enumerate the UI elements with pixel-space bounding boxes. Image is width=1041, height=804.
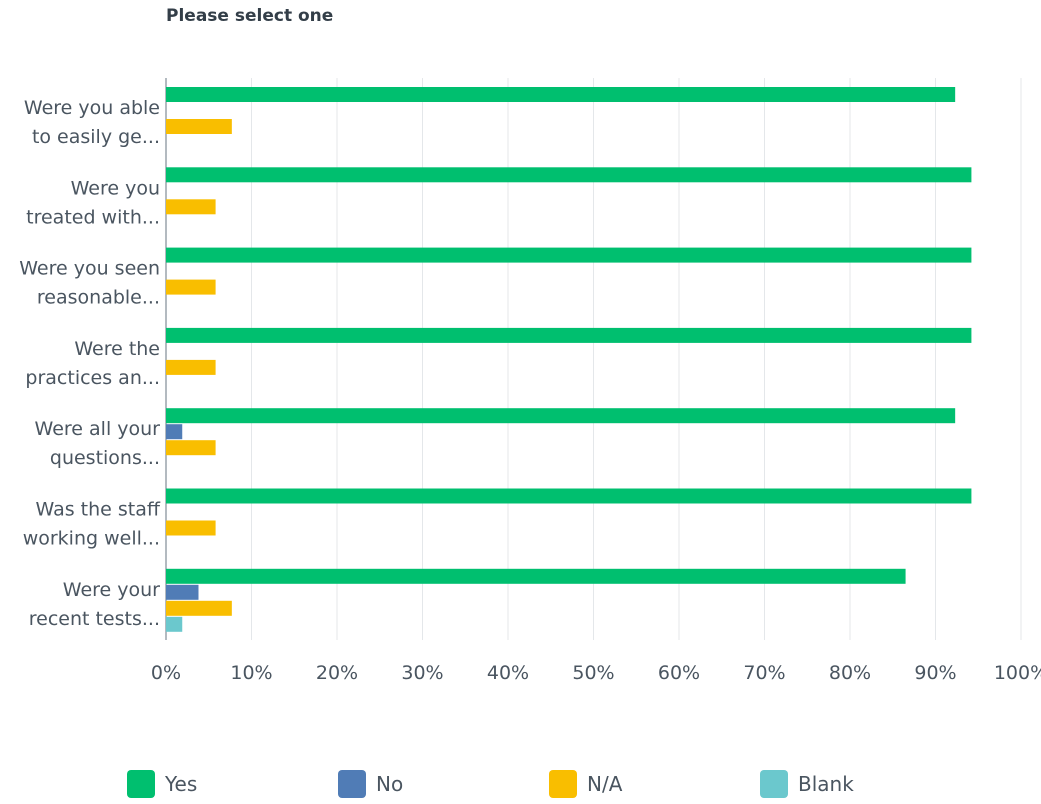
bar-n-a: [166, 440, 216, 456]
bar-yes: [166, 408, 956, 424]
x-tick-label: 60%: [658, 662, 700, 684]
category-label: Were you seen: [19, 258, 160, 280]
bar-yes: [166, 247, 972, 263]
bar-n-a: [166, 600, 232, 616]
bar-no: [166, 584, 199, 600]
legend-label: No: [376, 772, 404, 796]
legend-label: Blank: [798, 772, 854, 796]
legend-label: N/A: [587, 772, 623, 796]
legend-item-no: No: [338, 770, 403, 798]
gridlines: [165, 78, 1022, 640]
bar-n-a: [166, 279, 216, 295]
category-label: reasonable...: [37, 287, 160, 309]
x-axis-ticks: 0% 10% 20% 30% 40% 50% 60% 70% 80% 90% 100%: [151, 662, 1041, 684]
bar-yes: [166, 488, 972, 504]
x-tick-label: 10%: [230, 662, 272, 684]
bar-yes: [166, 568, 906, 584]
legend-swatch: [338, 770, 366, 798]
category-label: recent tests...: [29, 608, 160, 630]
legend-label: Yes: [165, 772, 198, 796]
category-label: Were you able: [24, 97, 160, 119]
legend-swatch: [760, 770, 788, 798]
x-tick-label: 20%: [316, 662, 358, 684]
bar-chart: Were you able to easily ge... Were you trea…: [19, 78, 1041, 684]
bar-yes: [166, 327, 972, 343]
x-tick-label: 30%: [401, 662, 443, 684]
x-tick-label: 100%: [994, 662, 1041, 684]
x-tick-label: 70%: [743, 662, 785, 684]
category-label: Were all your: [35, 418, 161, 440]
category-label: Were you: [71, 177, 160, 199]
category-label: Were your: [63, 579, 160, 601]
category-label: Was the staff: [36, 499, 161, 521]
category-label: working well...: [23, 528, 160, 550]
category-labels: Were you able to easily ge... Were you trea…: [19, 97, 161, 630]
x-tick-label: 40%: [487, 662, 529, 684]
bars: [166, 87, 972, 632]
legend-swatch: [549, 770, 577, 798]
bar-yes: [166, 87, 956, 102]
category-label: practices an...: [25, 367, 160, 389]
x-tick-label: 90%: [914, 662, 956, 684]
legend-item-n-a: N/A: [549, 770, 622, 798]
chart-title: Please select one: [166, 6, 334, 26]
bar-n-a: [166, 119, 232, 134]
category-label: questions...: [50, 447, 160, 469]
category-label: to easily ge...: [32, 126, 160, 148]
x-tick-label: 0%: [151, 662, 181, 684]
category-label: Were the: [74, 338, 160, 360]
legend-item-blank: Blank: [760, 770, 854, 798]
bar-blank: [166, 616, 183, 632]
legend: Yes No N/A Blank: [0, 770, 1041, 804]
x-tick-label: 80%: [829, 662, 871, 684]
bar-no: [166, 424, 183, 440]
bar-n-a: [166, 359, 216, 375]
legend-item-yes: Yes: [127, 770, 197, 798]
bar-yes: [166, 167, 972, 183]
x-tick-label: 50%: [572, 662, 614, 684]
bar-n-a: [166, 520, 216, 536]
category-label: treated with...: [26, 206, 160, 228]
legend-swatch: [127, 770, 155, 798]
bar-n-a: [166, 199, 216, 215]
